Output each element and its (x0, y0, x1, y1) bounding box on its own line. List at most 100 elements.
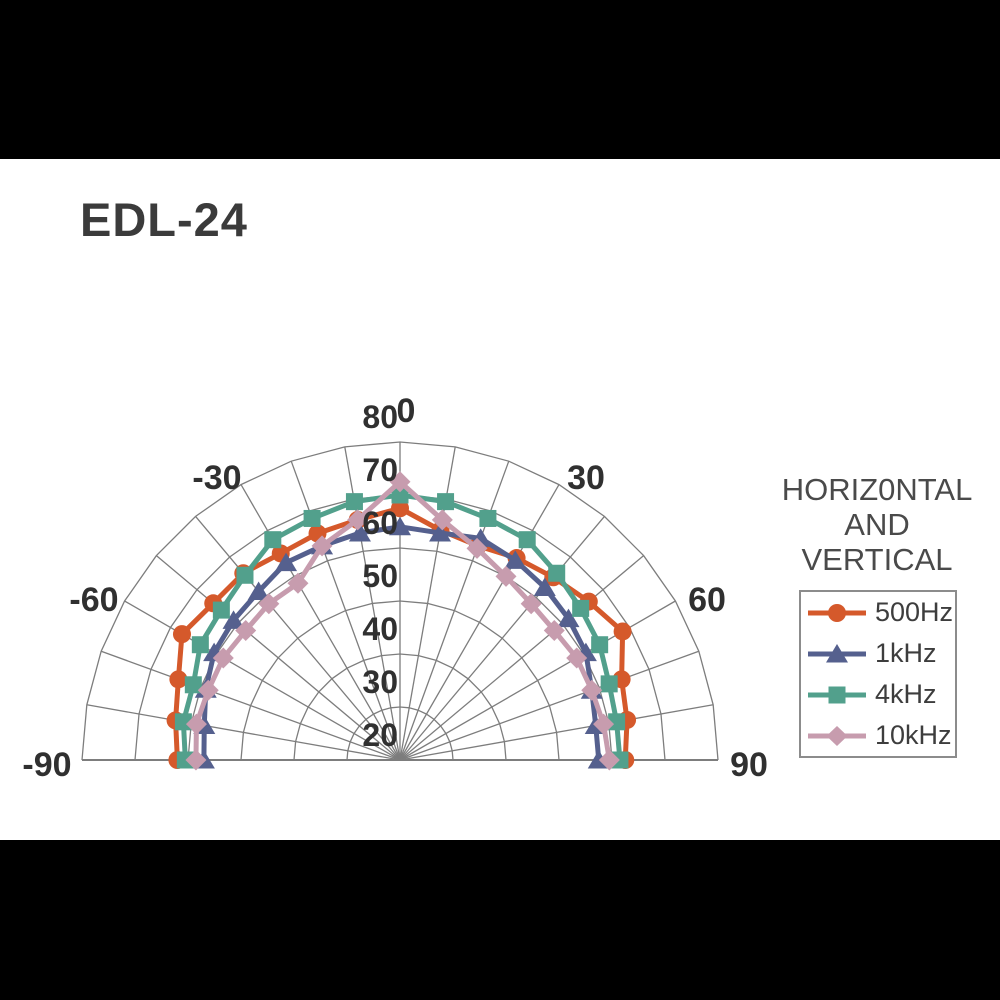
series-4kHz (174, 486, 629, 769)
grid-spoke-70 (399, 650, 700, 761)
data-point-triangle-icon (504, 550, 527, 569)
radial-axis-label-80: 80 (362, 399, 398, 435)
grid-spoke--40 (195, 515, 401, 761)
data-point-triangle-icon (557, 608, 580, 628)
legend-title-line-2: AND (844, 507, 910, 542)
data-point-square-icon (391, 486, 409, 504)
data-point-circle-icon (169, 670, 188, 689)
legend-item-4khz: 4kHz (807, 674, 955, 715)
grid-spoke--60 (124, 600, 401, 761)
data-point-diamond-icon (347, 509, 369, 531)
data-point-diamond-icon (581, 679, 603, 701)
data-point-triangle-icon (247, 581, 270, 601)
angle-axis-label-90: 90 (730, 746, 768, 784)
data-point-square-icon (608, 713, 626, 731)
angle-axis-label-0: 0 (397, 392, 416, 430)
angle-axis-label--30: -30 (192, 459, 241, 497)
grid-spoke--50 (155, 555, 401, 761)
grid-spoke-40 (399, 515, 605, 761)
data-point-diamond-icon (520, 593, 542, 615)
data-point-square-icon (236, 566, 254, 584)
data-point-diamond-icon (212, 647, 234, 669)
legend-title-line-3: VERTICAL (801, 542, 953, 577)
data-point-diamond-icon (185, 749, 207, 771)
legend-item-10khz: 10kHz (807, 715, 955, 756)
grid-spoke-30 (399, 484, 560, 761)
page-title: EDL-24 (80, 193, 248, 246)
data-point-square-icon (572, 599, 590, 617)
grid-spoke-80 (399, 704, 714, 761)
data-point-diamond-icon (543, 620, 565, 642)
data-point-diamond-icon (185, 713, 207, 735)
data-point-square-icon (600, 675, 618, 693)
legend-item-500hz: 500Hz (807, 592, 955, 633)
data-point-circle-icon (172, 625, 191, 644)
legend-title: HORIZ0NTAL AND VERTICAL (752, 472, 1000, 577)
triangle-icon (808, 643, 866, 662)
angle-axis-label-60: 60 (688, 581, 726, 619)
data-point-circle-icon (391, 499, 409, 518)
data-point-diamond-icon (593, 713, 615, 735)
radial-axis-label-40: 40 (362, 611, 398, 647)
angle-axis-label--90: -90 (22, 746, 71, 784)
data-point-triangle-icon (429, 522, 452, 542)
circle-icon (808, 603, 866, 622)
data-point-triangle-icon (348, 522, 371, 542)
radial-axis-label-70: 70 (362, 452, 398, 488)
data-point-circle-icon (613, 622, 632, 641)
legend: 500Hz 1kHz 4kHz 10kHz (799, 590, 957, 758)
grid-spoke--30 (240, 484, 401, 761)
data-point-triangle-icon (275, 552, 298, 572)
grid-spoke--70 (100, 650, 401, 761)
diamond-icon (808, 725, 866, 746)
radial-axis-label-50: 50 (362, 558, 398, 594)
data-point-diamond-icon (311, 535, 333, 557)
series-1kHz (192, 516, 610, 769)
letterbox-top-bar (0, 0, 1000, 159)
legend-item-label: 1kHz (875, 638, 937, 668)
data-point-square-icon (191, 636, 209, 654)
data-point-square-icon (345, 493, 363, 511)
data-point-triangle-icon (222, 610, 245, 629)
data-point-diamond-icon (566, 647, 588, 669)
data-point-diamond-icon (431, 509, 453, 531)
data-point-diamond-icon (389, 471, 411, 493)
data-point-square-icon (212, 601, 230, 619)
legend-title-line-1: HORIZ0NTAL (781, 472, 973, 507)
data-point-square-icon (591, 636, 609, 654)
grid-spoke--80 (86, 704, 401, 761)
radial-axis-label-60: 60 (362, 505, 398, 541)
grid-spoke-50 (399, 555, 645, 761)
data-point-square-icon (548, 564, 566, 582)
legend-item-1khz: 1kHz (807, 633, 955, 674)
angle-axis-label--60: -60 (69, 581, 118, 619)
data-point-diamond-icon (258, 593, 280, 615)
legend-item-label: 500Hz (875, 597, 954, 627)
data-point-square-icon (184, 676, 202, 694)
data-point-square-icon (437, 493, 455, 511)
legend-item-label: 10kHz (875, 720, 952, 750)
data-point-diamond-icon (287, 572, 309, 594)
data-point-square-icon (303, 509, 321, 527)
radial-axis-label-20: 20 (362, 717, 398, 753)
data-point-triangle-icon (389, 516, 411, 536)
letterbox-bottom-bar (0, 840, 1000, 1000)
legend-item-label: 4kHz (875, 679, 937, 709)
data-point-square-icon (176, 751, 194, 769)
series-10kHz (185, 471, 620, 771)
angle-axis-label-30: 30 (567, 459, 605, 497)
square-icon (808, 686, 866, 703)
data-point-square-icon (174, 713, 192, 731)
data-point-square-icon (518, 531, 536, 549)
data-point-triangle-icon (533, 577, 556, 596)
data-point-square-icon (611, 751, 629, 769)
data-point-square-icon (264, 531, 282, 549)
data-point-diamond-icon (197, 679, 219, 701)
data-point-diamond-icon (235, 620, 257, 642)
data-point-diamond-icon (495, 565, 517, 587)
series-500Hz (166, 499, 637, 769)
radial-axis-label-30: 30 (362, 664, 398, 700)
data-point-diamond-icon (466, 537, 488, 559)
